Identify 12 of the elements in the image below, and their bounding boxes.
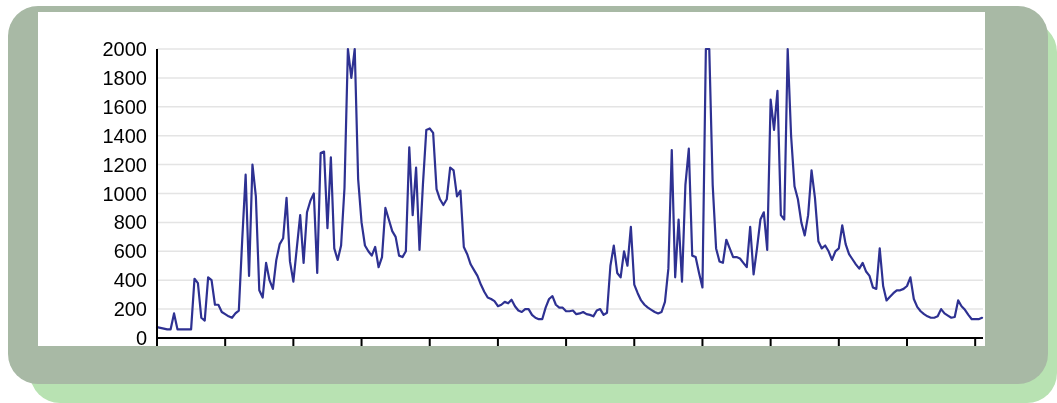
line-series: [155, 47, 984, 331]
y-tick-label: 1400: [102, 124, 147, 147]
y-tick-label: 600: [113, 240, 147, 263]
y-tick-label: 400: [113, 269, 147, 292]
y-tick-label: 2000: [102, 38, 147, 60]
y-tick-label: 200: [113, 298, 147, 321]
y-tick-label: 1600: [102, 95, 147, 118]
y-tick-label: 1800: [102, 66, 147, 89]
y-tick-label: 800: [113, 211, 147, 234]
y-tick-label: 1200: [102, 153, 147, 176]
y-tick-label: 1000: [102, 182, 147, 205]
y-tick-label: 0: [135, 327, 147, 349]
